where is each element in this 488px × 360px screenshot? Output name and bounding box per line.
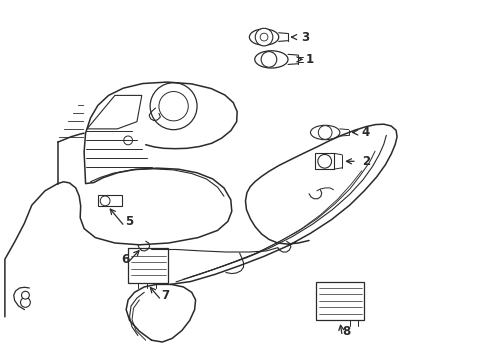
Text: 8: 8 [342, 325, 350, 338]
Bar [98, 195, 122, 206]
Bar [315, 153, 333, 169]
Circle shape [261, 51, 276, 67]
Bar [128, 248, 168, 283]
Text: 2: 2 [361, 155, 369, 168]
Ellipse shape [249, 29, 278, 45]
Circle shape [150, 83, 197, 130]
Circle shape [255, 28, 272, 46]
Ellipse shape [310, 125, 339, 140]
Text: 4: 4 [361, 126, 369, 139]
Ellipse shape [254, 51, 287, 68]
Text: 5: 5 [124, 215, 133, 228]
Circle shape [20, 297, 30, 307]
Circle shape [318, 126, 331, 139]
Circle shape [123, 136, 132, 145]
Circle shape [317, 154, 331, 168]
Circle shape [260, 33, 267, 41]
Text: 1: 1 [305, 53, 313, 66]
Bar [316, 282, 364, 320]
Circle shape [159, 91, 188, 121]
Text: 3: 3 [300, 31, 308, 44]
Circle shape [21, 291, 29, 299]
Text: 7: 7 [161, 289, 169, 302]
Circle shape [100, 196, 110, 206]
Polygon shape [87, 95, 142, 129]
Text: 6: 6 [121, 253, 129, 266]
